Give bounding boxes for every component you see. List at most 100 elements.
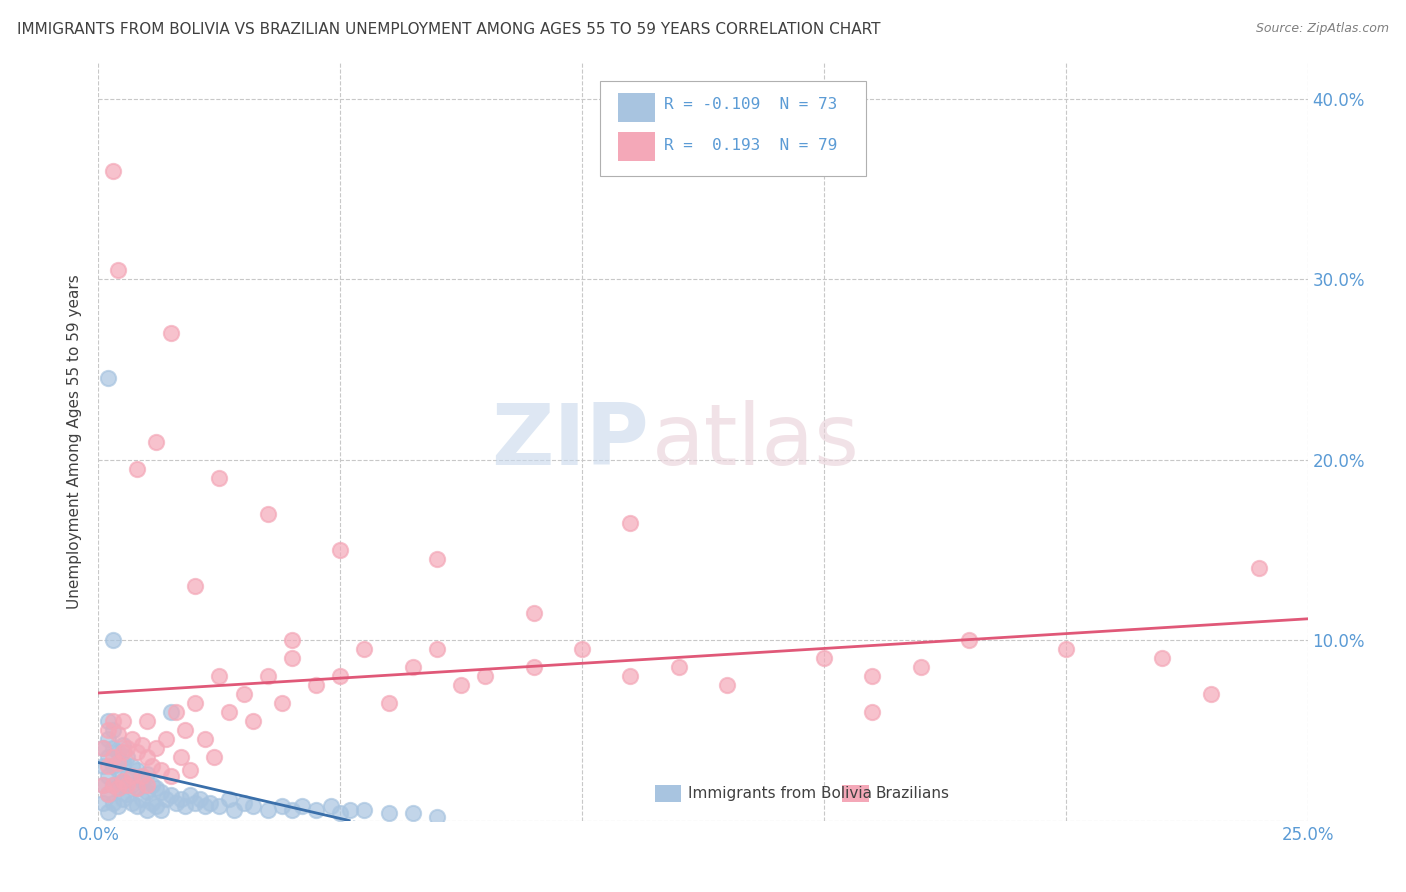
Point: [117, 787, 139, 801]
Point: [1152, 651, 1174, 665]
Point: [165, 796, 187, 810]
Point: [256, 803, 278, 817]
Point: [131, 768, 153, 782]
Point: [121, 759, 143, 773]
Point: [111, 756, 134, 770]
Point: [165, 706, 187, 720]
Point: [329, 669, 352, 683]
Point: [107, 781, 129, 796]
Point: [101, 633, 124, 648]
Point: [179, 789, 201, 803]
Point: [194, 732, 217, 747]
FancyBboxPatch shape: [619, 93, 655, 121]
Point: [117, 778, 139, 792]
Point: [339, 803, 361, 817]
Text: Source: ZipAtlas.com: Source: ZipAtlas.com: [1256, 22, 1389, 36]
Point: [305, 678, 328, 692]
Point: [242, 714, 264, 729]
Point: [198, 796, 221, 810]
Point: [127, 799, 149, 814]
Point: [145, 799, 167, 814]
Point: [145, 741, 167, 756]
Point: [160, 768, 183, 782]
Point: [121, 732, 143, 747]
Point: [208, 470, 231, 484]
Point: [194, 799, 217, 814]
Point: [426, 552, 449, 566]
Point: [97, 759, 120, 773]
Point: [107, 781, 129, 796]
Point: [155, 732, 177, 747]
Point: [101, 778, 124, 792]
Text: R =  0.193  N = 79: R = 0.193 N = 79: [664, 138, 838, 153]
Point: [1054, 642, 1077, 657]
Point: [97, 732, 120, 747]
Point: [232, 796, 254, 810]
Point: [329, 542, 352, 557]
Point: [141, 778, 163, 792]
Point: [218, 792, 240, 806]
Point: [179, 763, 201, 777]
Point: [222, 803, 245, 817]
Point: [141, 759, 163, 773]
Point: [107, 763, 129, 777]
Point: [107, 727, 129, 741]
Point: [97, 371, 120, 385]
Point: [101, 796, 124, 810]
Point: [135, 766, 157, 780]
Point: [117, 768, 139, 782]
Point: [571, 642, 593, 657]
Point: [135, 714, 157, 729]
Point: [97, 787, 120, 801]
Point: [474, 669, 496, 683]
Point: [232, 687, 254, 701]
Point: [135, 785, 157, 799]
Point: [218, 706, 240, 720]
Point: [242, 799, 264, 814]
Point: [107, 745, 129, 759]
Point: [111, 773, 134, 788]
Point: [281, 803, 304, 817]
Point: [184, 796, 207, 810]
Point: [957, 633, 980, 648]
Point: [127, 745, 149, 759]
Point: [208, 799, 231, 814]
Point: [305, 803, 328, 817]
Point: [111, 773, 134, 788]
Point: [101, 741, 124, 756]
Point: [329, 806, 352, 821]
Point: [281, 633, 304, 648]
Point: [910, 660, 932, 674]
Point: [450, 678, 472, 692]
Point: [256, 507, 278, 521]
Point: [174, 799, 197, 814]
Text: Brazilians: Brazilians: [876, 786, 950, 801]
Point: [111, 738, 134, 752]
FancyBboxPatch shape: [655, 785, 682, 802]
Point: [619, 516, 641, 530]
Text: ZIP: ZIP: [491, 400, 648, 483]
Point: [101, 750, 124, 764]
Point: [155, 792, 177, 806]
Point: [716, 678, 738, 692]
FancyBboxPatch shape: [600, 81, 866, 177]
Point: [377, 806, 399, 821]
Point: [208, 669, 231, 683]
Point: [135, 803, 157, 817]
Point: [101, 163, 124, 178]
Point: [169, 750, 191, 764]
Point: [860, 669, 883, 683]
Point: [353, 803, 375, 817]
Point: [160, 326, 183, 341]
Point: [523, 660, 546, 674]
Point: [1199, 687, 1222, 701]
Text: Immigrants from Bolivia: Immigrants from Bolivia: [689, 786, 873, 801]
Point: [160, 706, 183, 720]
Point: [402, 806, 425, 821]
Point: [150, 803, 173, 817]
Point: [101, 759, 124, 773]
Point: [145, 434, 167, 449]
Point: [184, 579, 207, 593]
Point: [91, 741, 114, 756]
Point: [174, 723, 197, 738]
